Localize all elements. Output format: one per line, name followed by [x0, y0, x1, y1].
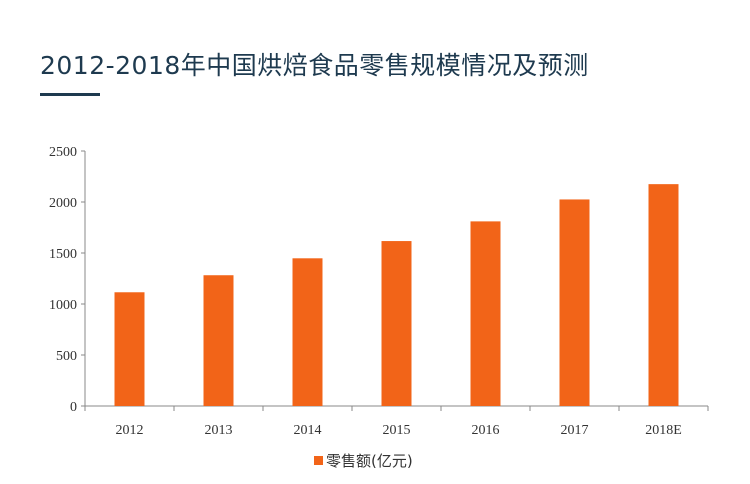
- y-tick-label: 1000: [49, 298, 77, 313]
- legend-label: 零售额(亿元): [326, 452, 413, 470]
- x-tick-label: 2018E: [645, 423, 682, 438]
- x-tick-label: 2016: [472, 423, 500, 438]
- y-tick-label: 1500: [49, 247, 77, 262]
- bar-2014: [292, 258, 323, 406]
- x-tick-label: 2017: [561, 423, 589, 438]
- x-tick-label: 2013: [205, 423, 233, 438]
- x-tick-label: 2014: [294, 423, 322, 438]
- y-tick-label: 2500: [49, 145, 77, 160]
- bar-2012: [114, 292, 145, 406]
- y-tick-label: 2000: [49, 196, 77, 211]
- legend: 零售额(亿元): [314, 450, 413, 471]
- bar-2015: [381, 241, 412, 406]
- legend-swatch: [314, 456, 323, 465]
- y-tick-label: 500: [56, 349, 77, 364]
- bar-2017: [559, 199, 590, 406]
- bar-2018E: [648, 184, 679, 406]
- bar-2013: [203, 275, 234, 406]
- y-tick-label: 0: [70, 400, 77, 415]
- x-tick-label: 2012: [116, 423, 144, 438]
- title-underline: [40, 93, 100, 96]
- chart-title: 2012-2018年中国烘焙食品零售规模情况及预测: [40, 51, 589, 80]
- bar-2016: [470, 221, 501, 406]
- x-tick-label: 2015: [383, 423, 411, 438]
